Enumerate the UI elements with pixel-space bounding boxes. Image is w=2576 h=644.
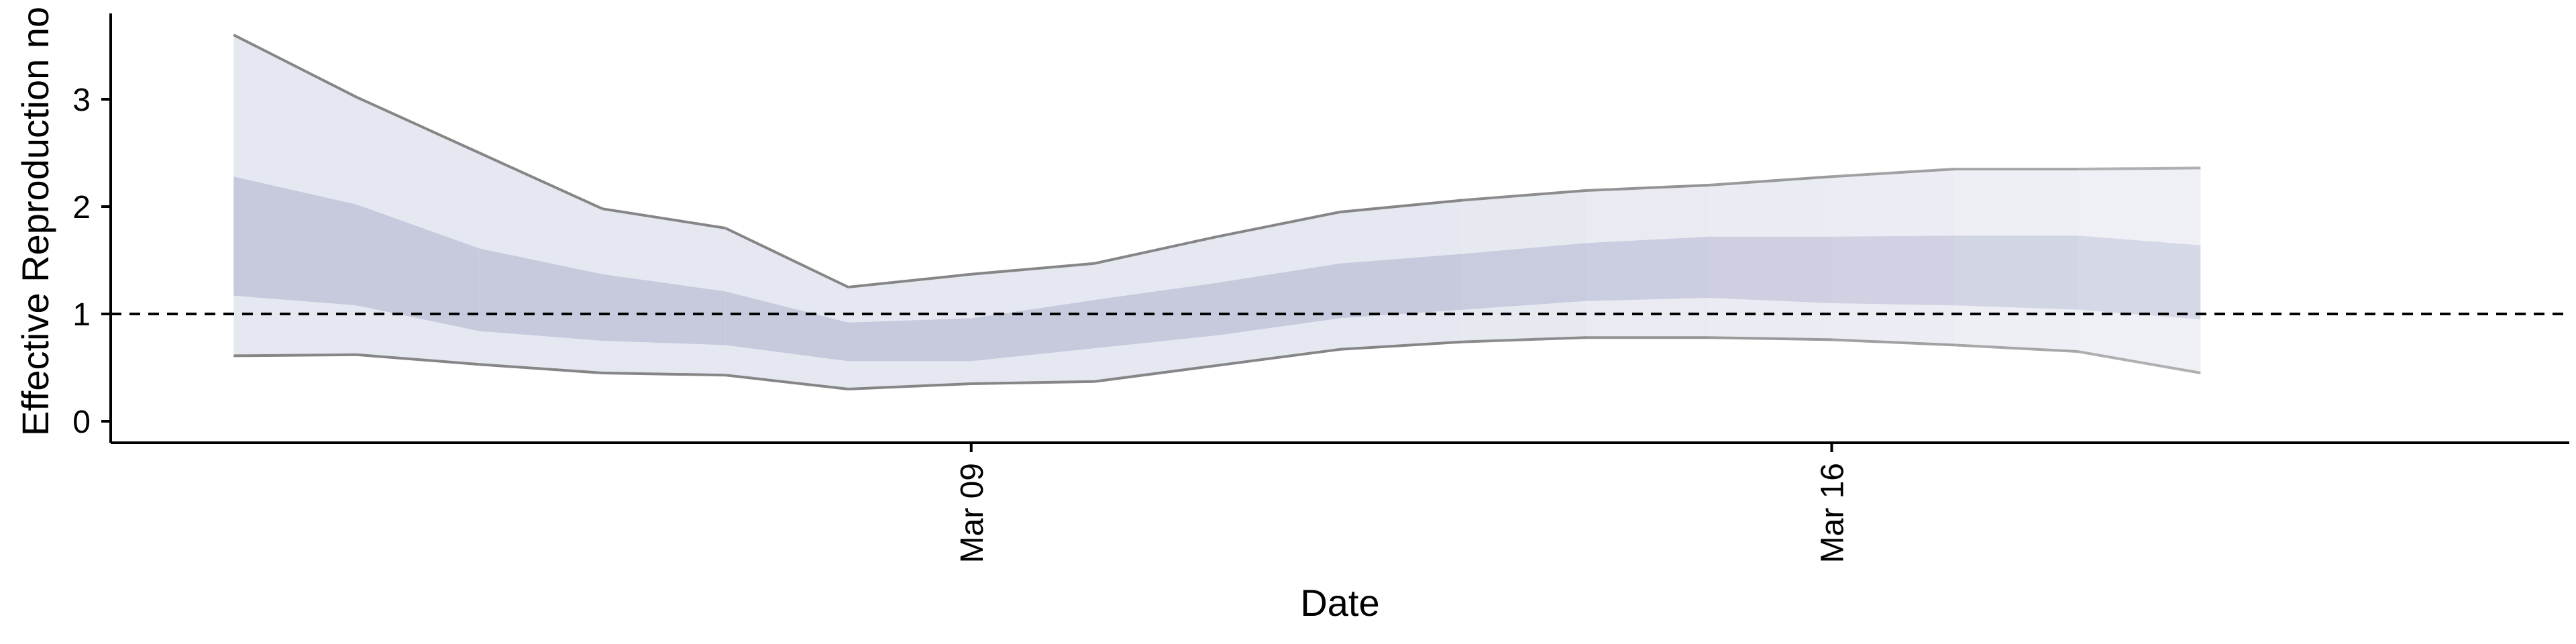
inner-band-segment xyxy=(1586,236,1709,301)
outer-band-lower-edge xyxy=(1340,340,1463,351)
plot-area xyxy=(233,34,2201,390)
inner-band-segment xyxy=(356,204,480,331)
y-tick-label: 1 xyxy=(72,297,91,333)
outer-band-lower-edge xyxy=(1217,347,1340,367)
inner-band-segment xyxy=(1831,235,1955,306)
outer-band-lower-edge xyxy=(1093,364,1218,383)
inner-band-segment xyxy=(1094,282,1218,349)
y-tick-label: 2 xyxy=(72,190,91,225)
x-tick-label: Mar 09 xyxy=(955,463,990,563)
outer-band-lower-edge xyxy=(2077,350,2201,374)
outer-band-upper-edge xyxy=(1216,211,1340,238)
inner-band-segment xyxy=(2078,235,2201,319)
inner-band-segment xyxy=(848,318,971,362)
outer-band-upper-edge xyxy=(1462,189,1587,202)
outer-band-lower-edge xyxy=(725,374,849,390)
inner-band-segment xyxy=(1217,263,1340,335)
y-axis-title: Effective Reproduction no xyxy=(14,7,56,436)
outer-band-upper-edge xyxy=(724,227,849,288)
outer-band-upper-edge xyxy=(1340,199,1463,213)
inner-band-segment xyxy=(1340,254,1463,319)
inner-band-segment xyxy=(1709,236,1832,303)
outer-band-upper-edge xyxy=(1093,235,1218,265)
x-ticks: Mar 09 Mar 16 xyxy=(955,443,1851,563)
outer-band-upper-edge xyxy=(1585,184,1709,192)
inner-band-segment xyxy=(602,274,726,345)
outer-band-lower-edge xyxy=(1709,336,1832,341)
inner-band-segment xyxy=(1462,243,1586,310)
outer-band-upper-edge xyxy=(233,34,358,99)
inner-band-segment xyxy=(1954,235,2078,310)
inner-band-segment xyxy=(725,291,849,362)
outer-band-upper-edge xyxy=(2077,166,2201,170)
outer-band-upper-edge xyxy=(602,207,726,229)
y-ticks: 0 1 2 3 xyxy=(72,83,111,440)
outer-band-lower-edge xyxy=(356,353,480,366)
outer-band-lower-edge xyxy=(1954,343,2078,353)
x-tick-label: Mar 16 xyxy=(1815,463,1851,563)
outer-band-lower-edge xyxy=(233,353,357,358)
outer-band-upper-edge xyxy=(1831,168,1955,178)
x-axis-title: Date xyxy=(1300,582,1379,624)
outer-band-upper-edge xyxy=(848,272,972,288)
outer-band-upper-edge xyxy=(478,152,603,211)
outer-band-lower-edge xyxy=(1462,336,1587,343)
outer-band-lower-edge xyxy=(971,380,1095,385)
outer-band-lower-edge xyxy=(602,372,726,377)
outer-band-lower-edge xyxy=(479,363,603,374)
outer-band-lower-edge xyxy=(1831,338,1955,347)
inner-band-segment xyxy=(233,176,357,306)
outer-band-upper-edge xyxy=(971,262,1095,276)
outer-band-upper-edge xyxy=(356,95,480,154)
axes xyxy=(109,13,2569,444)
y-tick-label: 3 xyxy=(72,83,91,118)
outer-band-lower-edge xyxy=(848,382,971,390)
outer-band-upper-edge xyxy=(1709,175,1832,186)
y-tick-label: 0 xyxy=(72,405,91,440)
inner-band-segment xyxy=(479,248,602,341)
